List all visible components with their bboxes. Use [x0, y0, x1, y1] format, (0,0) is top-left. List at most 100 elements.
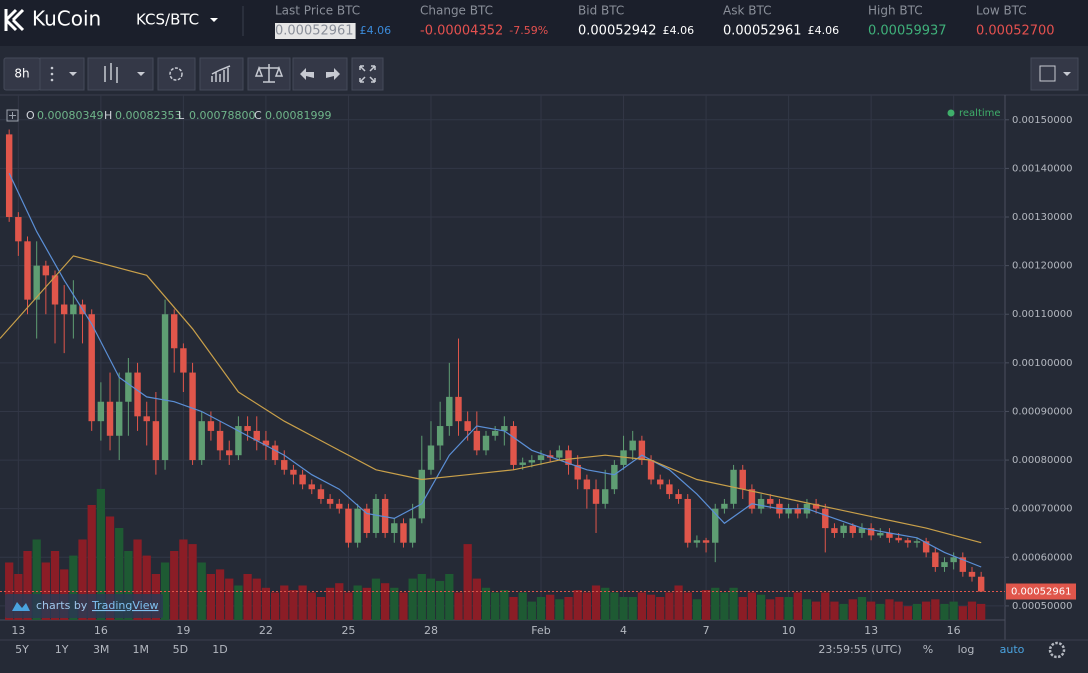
volume-bar: [894, 601, 903, 620]
stat-fiat: -7.59%: [509, 24, 548, 37]
volume-bar: [417, 574, 426, 620]
dot: [50, 78, 54, 82]
candle-body: [115, 401, 123, 436]
pair-caret[interactable]: [210, 18, 218, 22]
caret: [69, 72, 77, 76]
volume-bar: [711, 587, 720, 620]
x-tick-label: 22: [259, 624, 273, 637]
volume-bar: [931, 599, 940, 620]
legend-key: H: [104, 109, 112, 122]
legend-value: 0.00081999: [265, 109, 331, 122]
volume-bar: [610, 592, 619, 620]
gear-icon: [169, 67, 183, 81]
candle-body: [180, 348, 187, 373]
volume-bar: [50, 551, 60, 620]
volume-bar: [821, 592, 830, 620]
fullscreen-button[interactable]: [351, 57, 384, 91]
last-price-label: 0.00052961: [1011, 587, 1071, 598]
interval-menu[interactable]: [39, 57, 85, 91]
y-tick-label: 0.00090000: [1012, 406, 1072, 417]
candle-body: [913, 541, 921, 543]
candle-body: [666, 484, 673, 495]
footer-gear[interactable]: [1048, 641, 1066, 659]
y-tick-label: 0.00140000: [1012, 163, 1072, 174]
volume-bar: [463, 544, 472, 620]
volume-bar: [628, 597, 637, 620]
candle-body: [601, 489, 609, 504]
logo-text: KuCoin: [32, 7, 101, 31]
candle-body: [134, 372, 141, 417]
candle-body: [519, 462, 526, 465]
scale-option[interactable]: %: [923, 643, 933, 656]
candle-body: [235, 426, 242, 456]
credit-link[interactable]: TradingView: [91, 599, 158, 612]
candle-body: [143, 416, 150, 422]
expand-icon: [9, 112, 16, 119]
candle-body: [161, 314, 169, 461]
y-tick-label: 0.00120000: [1012, 261, 1072, 272]
volume-bar: [87, 505, 96, 620]
indicators-icon: [211, 65, 231, 82]
volume-bar: [811, 601, 821, 620]
volume-bar: [325, 587, 335, 620]
range-button[interactable]: 1M: [133, 643, 150, 656]
volume-bar: [371, 578, 381, 620]
candle-body: [849, 525, 856, 533]
settings-button[interactable]: [157, 57, 196, 91]
volume-bar: [105, 516, 115, 620]
volume-bar: [32, 539, 41, 620]
volume-bar: [408, 578, 417, 620]
range-button[interactable]: 3M: [93, 643, 110, 656]
scale-option[interactable]: auto: [1000, 643, 1025, 656]
volume-bar: [949, 601, 958, 620]
candle-body: [693, 540, 701, 543]
range-button[interactable]: 1Y: [55, 643, 69, 656]
volume-bar: [701, 590, 711, 620]
volume-bar: [243, 574, 252, 620]
plot: [0, 95, 1005, 620]
volume-bar: [527, 601, 536, 620]
stat-value: 0.00059937: [868, 24, 947, 39]
stat-value: 0.00052700: [976, 24, 1055, 39]
indicators-button[interactable]: [199, 57, 244, 91]
range-button[interactable]: 1D: [212, 643, 227, 656]
interval[interactable]: 8h: [14, 67, 29, 81]
scale-option[interactable]: log: [958, 643, 975, 656]
pair-select[interactable]: KCS/BTC: [136, 11, 199, 29]
volume-bar: [69, 555, 78, 620]
volume-bar: [261, 587, 271, 620]
candle-body: [748, 489, 756, 509]
x-tick-label: 10: [782, 624, 796, 637]
candle-body: [611, 464, 618, 490]
logo[interactable]: KuCoin: [4, 7, 101, 32]
volume-bar: [78, 539, 87, 620]
candle-body: [932, 552, 939, 568]
candle-body: [226, 450, 233, 456]
candle-body: [15, 217, 22, 242]
candle-body: [812, 503, 820, 509]
volume-bar: [179, 539, 188, 620]
logo-icon: [4, 8, 25, 32]
candle-body: [363, 508, 370, 533]
range-button[interactable]: 5Y: [15, 643, 29, 656]
range-button[interactable]: 5D: [173, 643, 188, 656]
y-tick-label: 0.00050000: [1012, 601, 1072, 612]
candle-body: [721, 503, 728, 509]
candle-body: [152, 421, 160, 461]
redo-icon[interactable]: [326, 68, 340, 80]
volume-bar: [362, 587, 371, 620]
candle-body: [189, 372, 196, 461]
chart-style-button[interactable]: [87, 57, 154, 91]
x-tick-label: 13: [864, 624, 878, 637]
candle-body: [70, 304, 77, 315]
undo-icon[interactable]: [300, 68, 314, 80]
volume-bar: [536, 597, 546, 620]
expand-icon[interactable]: [6, 109, 19, 122]
tradingview-credit[interactable]: charts by TradingView: [5, 594, 163, 618]
candle-body: [372, 498, 380, 533]
candle-body: [446, 396, 453, 427]
clock: 23:59:55 (UTC): [818, 643, 901, 656]
legend-value: 0.00078800: [189, 109, 255, 122]
legend-value: 0.00082353: [115, 109, 181, 122]
volume-bar: [280, 585, 289, 620]
